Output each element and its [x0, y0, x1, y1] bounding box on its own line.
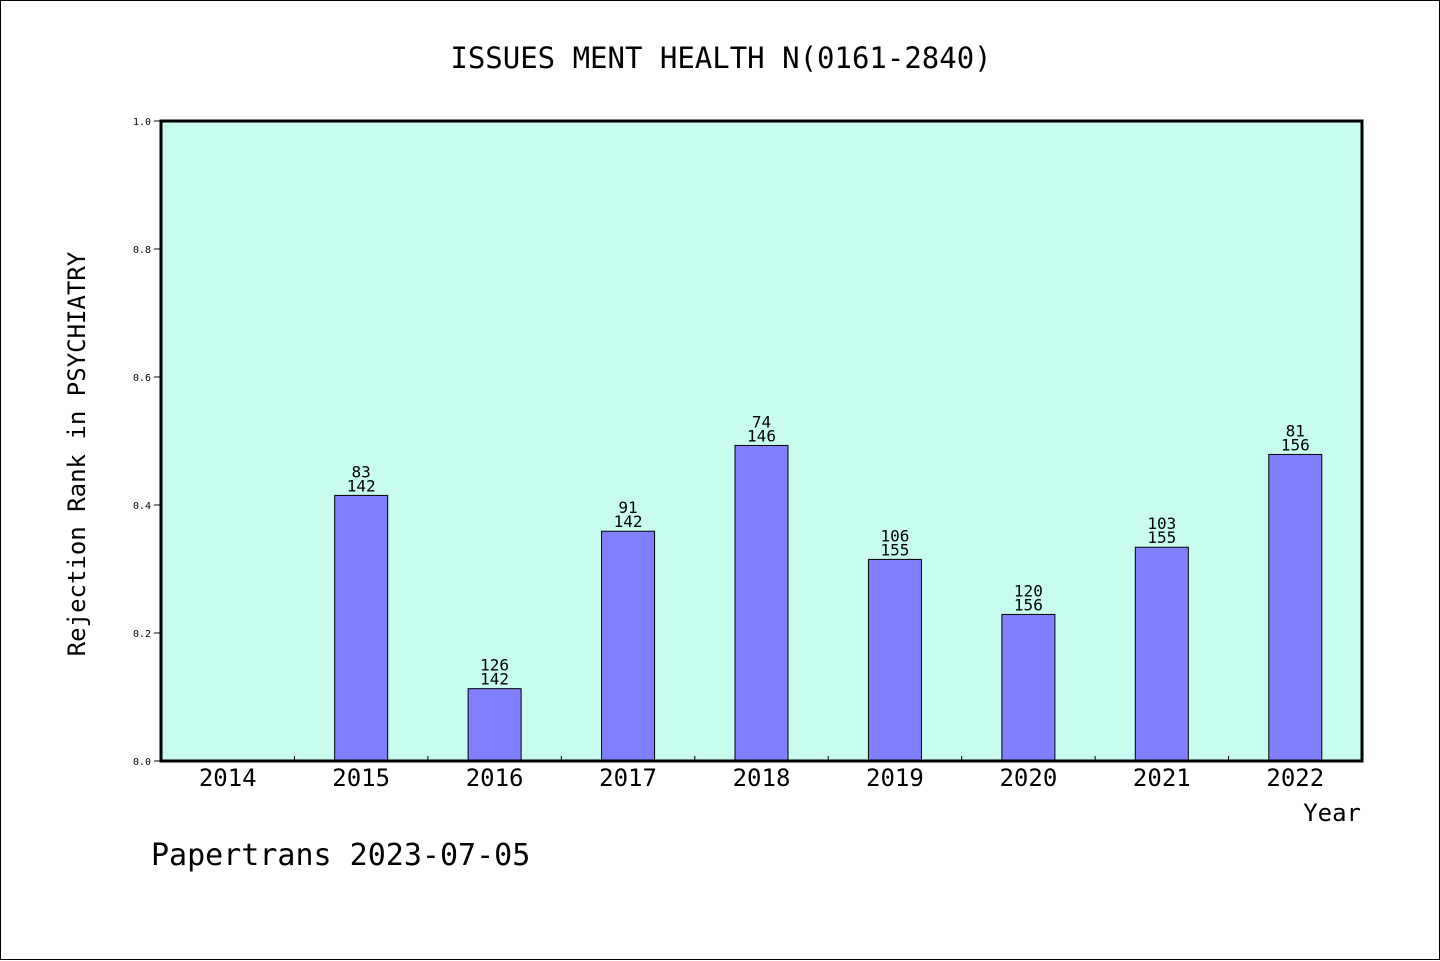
y-tick-label-0.8: 0.8: [133, 245, 151, 256]
x-tick-label-2018: 2018: [733, 764, 791, 792]
y-tick-label-0.4: 0.4: [133, 501, 151, 512]
x-tick-label-2019: 2019: [866, 764, 924, 792]
data-label-top-2022: 81: [1286, 421, 1305, 440]
bars-group: [334, 444, 1323, 762]
x-tick-label-2014: 2014: [199, 764, 257, 792]
data-label-bottom-2018: 146: [747, 426, 776, 445]
x-tick-label-2022: 2022: [1266, 764, 1324, 792]
x-tick-label-2016: 2016: [466, 764, 524, 792]
ticks-group: 2014 2015 2016 2017 2018 2019 2020 2021 2022 0.0 0…: [133, 117, 1324, 792]
y-tick-label-0.2: 0.2: [133, 629, 151, 640]
bar-2015: [334, 494, 389, 762]
data-label-top-2021: 103: [1147, 514, 1176, 533]
bar-2022: [1268, 453, 1323, 762]
data-labels-group: 8314212614291142741461061551201561031558…: [347, 412, 1310, 688]
x-axis-label: Year: [1303, 799, 1361, 827]
bar-2016: [467, 688, 522, 762]
x-tick-label-2017: 2017: [599, 764, 657, 792]
data-label-bottom-2019: 155: [880, 540, 909, 559]
y-tick-label-1.0: 1.0: [133, 117, 151, 128]
chart-title: ISSUES MENT HEALTH N(0161-2840): [450, 41, 991, 75]
data-label-bottom-2015: 142: [347, 476, 376, 495]
plot-border: [159, 119, 1364, 763]
bar-2019: [867, 558, 922, 762]
x-tick-label-2015: 2015: [332, 764, 390, 792]
bar-2017: [601, 530, 656, 762]
bar-2018: [734, 444, 789, 762]
data-label-top-2015: 83: [352, 462, 371, 481]
data-label-bottom-2020: 156: [1014, 595, 1043, 614]
x-tick-label-2021: 2021: [1133, 764, 1191, 792]
data-label-bottom-2021: 155: [1147, 528, 1176, 547]
x-tick-label-2020: 2020: [999, 764, 1057, 792]
data-label-bottom-2022: 156: [1281, 435, 1310, 454]
bar-2020: [1001, 613, 1056, 762]
data-label-top-2019: 106: [880, 526, 909, 545]
y-axis-label: Rejection Rank in PSYCHIATRY: [63, 251, 91, 656]
data-label-top-2020: 120: [1014, 581, 1043, 600]
data-label-top-2018: 74: [752, 412, 771, 431]
data-label-top-2016: 126: [480, 656, 509, 675]
y-tick-label-0.0: 0.0: [133, 757, 151, 768]
data-label-bottom-2017: 142: [614, 512, 643, 531]
data-label-top-2017: 91: [618, 498, 637, 517]
y-tick-label-0.6: 0.6: [133, 373, 151, 384]
footer-credit: Papertrans 2023-07-05: [151, 838, 530, 873]
data-label-bottom-2016: 142: [480, 670, 509, 689]
bar-2021: [1134, 546, 1189, 762]
